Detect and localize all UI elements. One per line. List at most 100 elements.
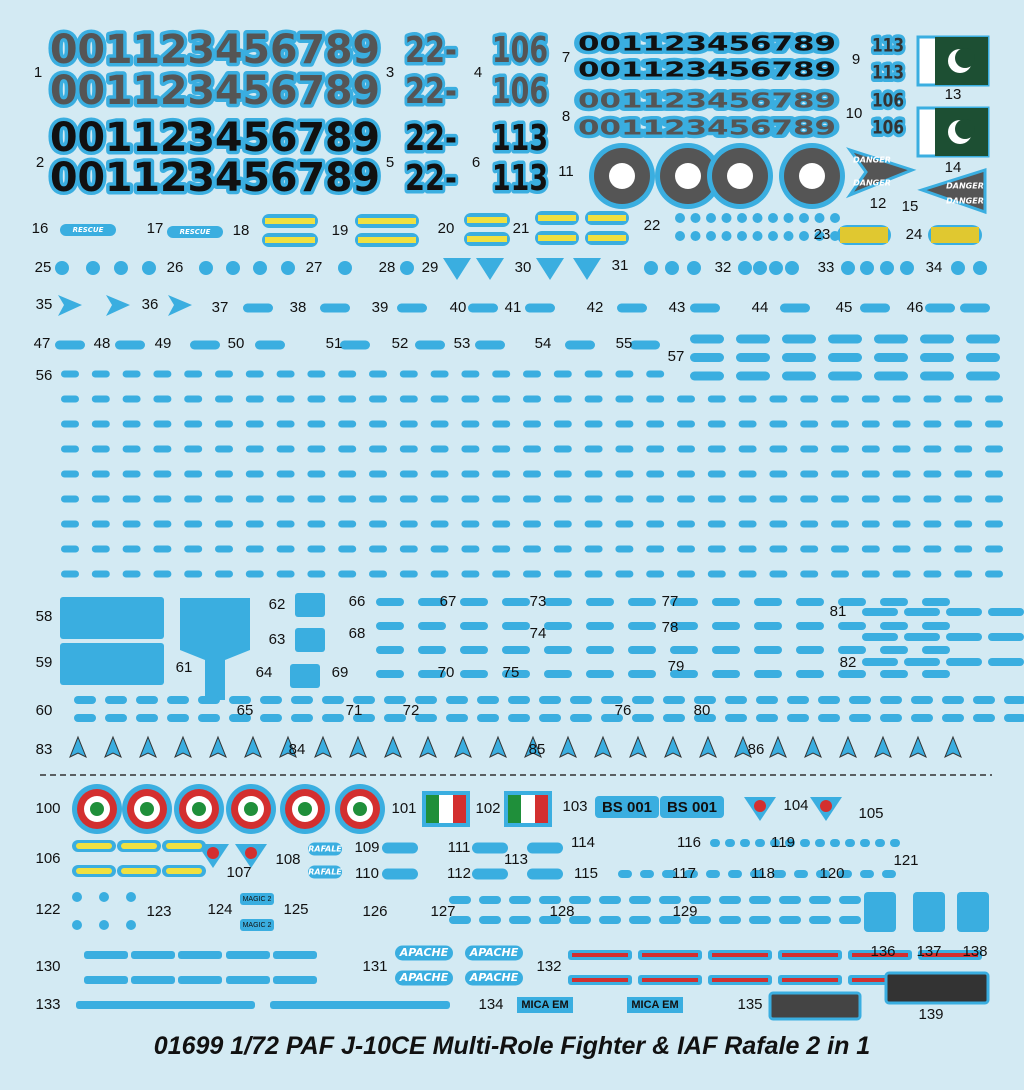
decal — [954, 545, 973, 553]
decal — [61, 420, 79, 428]
jet-silhouette — [769, 735, 787, 759]
triangle-decal — [443, 258, 471, 280]
decal — [923, 445, 942, 453]
decal — [584, 520, 603, 528]
decal — [904, 608, 940, 616]
triangle-decal — [476, 258, 504, 280]
item-number: 40 — [450, 299, 467, 316]
small-decal — [973, 261, 987, 275]
decal — [276, 420, 295, 428]
item-number: 68 — [349, 625, 366, 642]
decal — [307, 520, 326, 528]
decal — [276, 520, 295, 528]
decal — [861, 545, 880, 553]
decal — [190, 340, 220, 350]
decal — [492, 520, 511, 528]
decal — [706, 870, 720, 878]
item-number: 24 — [906, 226, 923, 243]
item-number: 19 — [332, 222, 349, 239]
item-number: 34 — [926, 259, 943, 276]
decal — [923, 470, 942, 478]
serial-text: BS 001 — [602, 799, 652, 816]
decal — [628, 670, 656, 678]
decal — [167, 226, 223, 238]
decal — [376, 670, 404, 678]
decal — [860, 839, 870, 847]
apache-text: APACHE — [469, 946, 519, 959]
danger-text: DANGER — [946, 182, 984, 191]
flag-red — [453, 795, 466, 823]
decal — [892, 470, 911, 478]
decal — [61, 470, 79, 478]
jet-silhouette — [419, 735, 437, 759]
decal — [828, 353, 862, 362]
decal — [828, 371, 862, 381]
decal — [690, 353, 724, 362]
decal — [553, 495, 572, 503]
item-number: 41 — [505, 299, 522, 316]
decal — [245, 520, 264, 528]
decal — [838, 870, 852, 878]
jet-silhouette — [559, 735, 577, 759]
decal — [215, 370, 233, 378]
item-number: 33 — [818, 259, 835, 276]
panel — [768, 991, 862, 1021]
decal — [198, 714, 220, 722]
jet-silhouette — [174, 735, 192, 759]
decal — [712, 598, 740, 606]
decal — [782, 371, 816, 381]
decal — [245, 470, 264, 478]
decal — [369, 545, 387, 553]
item-number: 73 — [530, 593, 547, 610]
decal — [875, 839, 885, 847]
yellow-strip — [588, 215, 626, 221]
stripe — [273, 976, 317, 984]
decal — [369, 470, 387, 478]
dot — [690, 231, 701, 241]
danger-chevron — [917, 167, 987, 215]
crescent-cut — [955, 119, 975, 139]
mica-bg — [627, 997, 683, 1013]
decal — [772, 870, 786, 878]
digit-row-small: 001123456789 — [578, 32, 836, 56]
decal — [338, 395, 357, 403]
decal — [60, 224, 116, 236]
decal — [153, 420, 172, 428]
decal — [738, 495, 757, 503]
small-decal — [281, 261, 295, 275]
decal — [818, 696, 840, 704]
decal — [61, 495, 79, 503]
item-number: 23 — [814, 226, 831, 243]
code-prefix: 22- — [405, 71, 457, 112]
decal — [243, 303, 273, 313]
decal — [260, 714, 282, 722]
item-number: 83 — [36, 741, 53, 758]
item-number: 44 — [752, 299, 769, 316]
item-number: 69 — [332, 664, 349, 681]
decal — [115, 340, 145, 350]
decal — [615, 395, 634, 403]
decal — [862, 608, 898, 616]
decal — [544, 670, 572, 678]
decal — [862, 633, 898, 641]
decal — [707, 395, 726, 403]
decal — [399, 445, 418, 453]
decal — [882, 870, 896, 878]
mica-text: MICA EM — [521, 999, 568, 1011]
item-number: 58 — [36, 608, 53, 625]
decal — [198, 696, 220, 704]
decal — [677, 495, 695, 503]
roundel-green — [353, 802, 367, 816]
item-number: 139 — [918, 1006, 943, 1023]
item-number: 13 — [945, 86, 962, 103]
decal — [796, 622, 824, 630]
dot — [721, 231, 732, 241]
decal — [291, 696, 313, 704]
decal — [461, 370, 480, 378]
item-number: 84 — [289, 741, 306, 758]
decal — [479, 896, 501, 904]
decal — [923, 420, 942, 428]
item-number: 123 — [146, 903, 171, 920]
decal — [677, 520, 695, 528]
decal — [922, 646, 950, 654]
